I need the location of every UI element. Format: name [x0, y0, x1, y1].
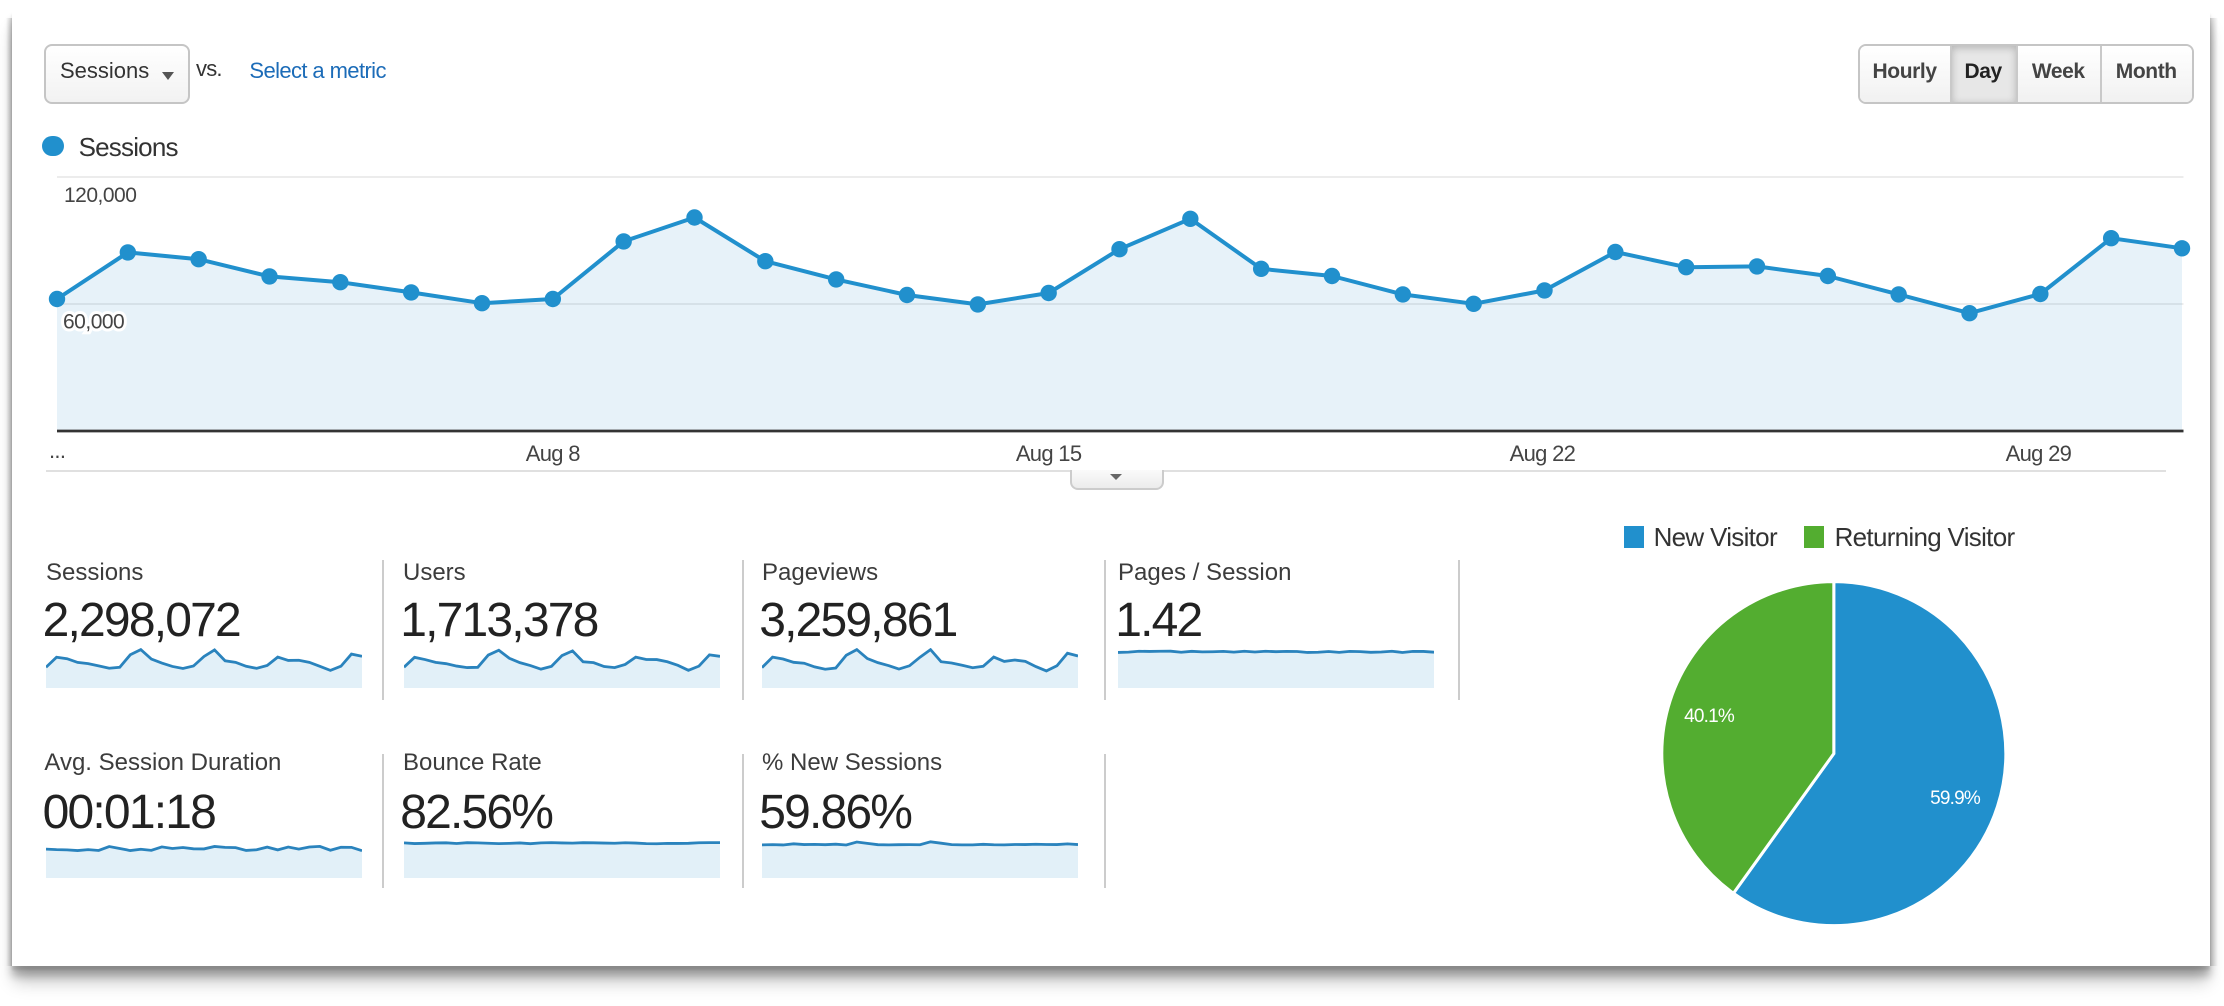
svg-text:60,000: 60,000: [63, 311, 124, 334]
svg-text:Aug 8: Aug 8: [526, 441, 580, 466]
svg-text:...: ...: [49, 438, 65, 463]
svg-text:Aug 29: Aug 29: [2006, 441, 2072, 466]
svg-text:Aug 22: Aug 22: [1510, 441, 1576, 466]
svg-text:40.1%: 40.1%: [1684, 706, 1735, 727]
svg-text:Aug 15: Aug 15: [1016, 441, 1082, 466]
svg-text:59.9%: 59.9%: [1930, 788, 1981, 809]
svg-text:120,000: 120,000: [64, 184, 136, 207]
